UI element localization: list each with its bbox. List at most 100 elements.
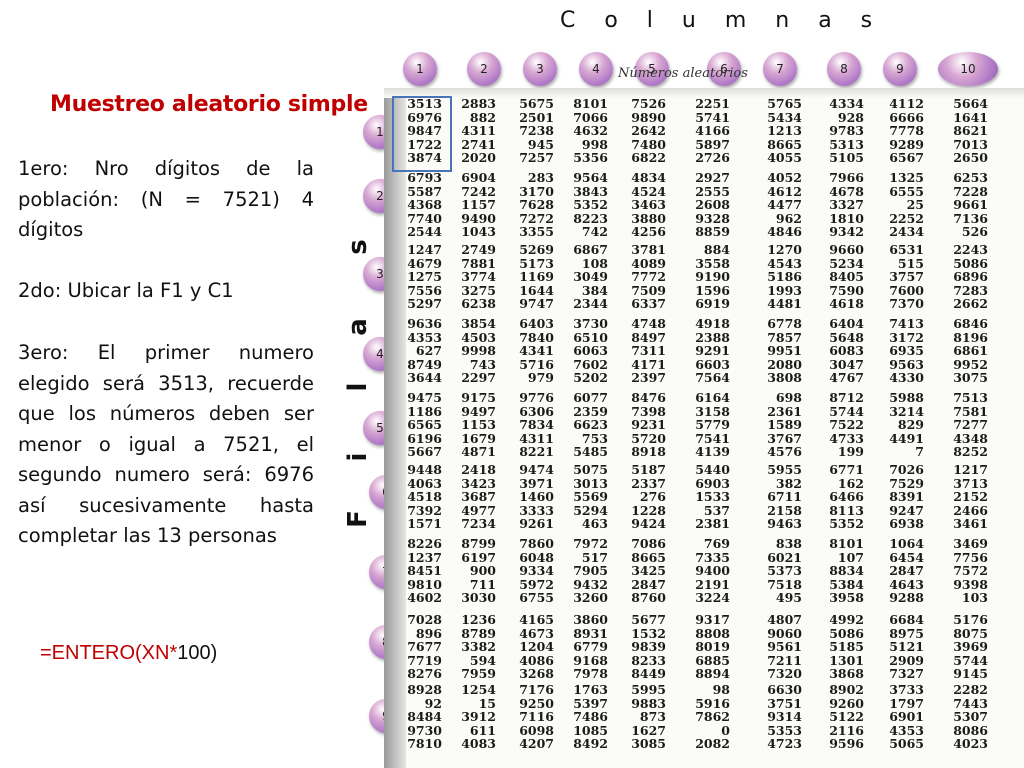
table-cell: 7211 bbox=[767, 652, 802, 668]
table-cell: 5741 bbox=[695, 109, 730, 125]
formula-text: =ENTERO(XN*100) bbox=[40, 642, 217, 665]
table-cell: 7677 bbox=[407, 639, 442, 655]
table-cell: 9474 bbox=[519, 462, 554, 477]
table-cell: 2152 bbox=[953, 489, 988, 505]
table-cell: 7840 bbox=[519, 329, 554, 345]
table-cell: 6567 bbox=[889, 150, 924, 166]
table-cell: 2344 bbox=[573, 296, 608, 312]
table-cell: 7509 bbox=[631, 282, 666, 298]
table-cell: 4023 bbox=[953, 736, 988, 752]
table-cell: 9564 bbox=[573, 170, 608, 185]
table-cell: 8665 bbox=[767, 136, 802, 152]
table-cell: 9563 bbox=[889, 356, 924, 372]
table-cell: 4871 bbox=[461, 444, 496, 460]
column-bubble-5: 5 bbox=[635, 52, 669, 86]
table-cell: 7526 bbox=[631, 96, 666, 111]
table-cell: 3860 bbox=[573, 612, 608, 627]
table-cell: 7810 bbox=[407, 736, 442, 752]
table-cell: 3327 bbox=[829, 197, 864, 213]
table-cell: 2883 bbox=[461, 96, 496, 111]
table-cell: 5434 bbox=[767, 109, 802, 125]
table-cell: 15 bbox=[478, 695, 496, 711]
table-cell: 2252 bbox=[889, 210, 924, 226]
table-cell: 5297 bbox=[407, 296, 442, 312]
table-cell: 7392 bbox=[407, 502, 442, 518]
table-cell: 6164 bbox=[695, 390, 730, 405]
table-cell: 3075 bbox=[953, 370, 988, 386]
table-cell: 4165 bbox=[519, 612, 554, 627]
table-cell: 5675 bbox=[519, 96, 554, 111]
table-cell: 4171 bbox=[631, 356, 666, 372]
table-cell: 1532 bbox=[631, 625, 666, 641]
table-cell: 1217 bbox=[953, 462, 988, 477]
table-cell: 1763 bbox=[573, 682, 608, 697]
table-cell: 3733 bbox=[889, 682, 924, 697]
table-cell: 7778 bbox=[889, 123, 924, 139]
table-cell: 873 bbox=[639, 709, 666, 725]
table-cell: 4679 bbox=[407, 255, 442, 271]
table-cell: 753 bbox=[581, 430, 608, 446]
table-cell: 7283 bbox=[953, 282, 988, 298]
table-cell: 5667 bbox=[407, 444, 442, 460]
table-cell: 4723 bbox=[767, 736, 802, 752]
table-cell: 9175 bbox=[461, 390, 496, 405]
table-cell: 8928 bbox=[407, 682, 442, 697]
table-cell: 9497 bbox=[461, 403, 496, 419]
table-cell: 2080 bbox=[767, 356, 802, 372]
table-cell: 8101 bbox=[829, 536, 864, 551]
table-cell: 2608 bbox=[695, 197, 730, 213]
table-cell: 1085 bbox=[573, 722, 608, 738]
table-cell: 829 bbox=[897, 417, 924, 433]
table-cell: 4767 bbox=[829, 370, 864, 386]
table-cell: 9314 bbox=[767, 709, 802, 725]
table-cell: 9847 bbox=[407, 123, 442, 139]
table-cell: 2337 bbox=[631, 475, 666, 491]
table-cell: 1325 bbox=[889, 170, 924, 185]
table-cell: 6793 bbox=[407, 170, 442, 185]
table-cell: 8859 bbox=[695, 224, 730, 240]
column-bubble-7: 7 bbox=[763, 52, 797, 86]
column-bubble-3: 3 bbox=[523, 52, 557, 86]
table-cell: 2466 bbox=[953, 502, 988, 518]
table-cell: 7242 bbox=[461, 183, 496, 199]
table-cell: 3781 bbox=[631, 242, 666, 257]
table-cell: 742 bbox=[581, 224, 608, 240]
table-cell: 5185 bbox=[829, 639, 864, 655]
table-cell: 2544 bbox=[407, 224, 442, 240]
table-cell: 5744 bbox=[829, 403, 864, 419]
table-cell: 8086 bbox=[953, 722, 988, 738]
table-cell: 8476 bbox=[631, 390, 666, 405]
table-cell: 5720 bbox=[631, 430, 666, 446]
table-cell: 4207 bbox=[519, 736, 554, 752]
table-cell: 6403 bbox=[519, 316, 554, 331]
table-cell: 7513 bbox=[953, 390, 988, 405]
table-cell: 2741 bbox=[461, 136, 496, 152]
table-cell: 2927 bbox=[695, 170, 730, 185]
table-cell: 9883 bbox=[631, 695, 666, 711]
table-cell: 7959 bbox=[461, 666, 496, 682]
table-cell: 3268 bbox=[519, 666, 554, 682]
table-cell: 9432 bbox=[573, 576, 608, 592]
table-cell: 1228 bbox=[631, 502, 666, 518]
table-cell: 4576 bbox=[767, 444, 802, 460]
table-cell: 7480 bbox=[631, 136, 666, 152]
table-cell: 896 bbox=[415, 625, 442, 641]
table-cell: 2388 bbox=[695, 329, 730, 345]
table-cell: 9317 bbox=[695, 612, 730, 627]
table-cell: 5121 bbox=[889, 639, 924, 655]
table-cell: 8233 bbox=[631, 652, 666, 668]
table-cell: 1169 bbox=[519, 269, 554, 285]
column-bubble-10: 10 bbox=[938, 52, 998, 86]
table-cell: 7176 bbox=[519, 682, 554, 697]
table-cell: 3969 bbox=[953, 639, 988, 655]
table-cell: 4063 bbox=[407, 475, 442, 491]
table-cell: 4643 bbox=[889, 576, 924, 592]
table-cell: 1810 bbox=[829, 210, 864, 226]
table-cell: 7443 bbox=[953, 695, 988, 711]
page-shadow bbox=[384, 88, 406, 768]
table-cell: 9398 bbox=[953, 576, 988, 592]
table-cell: 4334 bbox=[829, 96, 864, 111]
table-cell: 4602 bbox=[407, 590, 442, 606]
page-top-edge bbox=[384, 88, 1024, 98]
table-cell: 9730 bbox=[407, 722, 442, 738]
